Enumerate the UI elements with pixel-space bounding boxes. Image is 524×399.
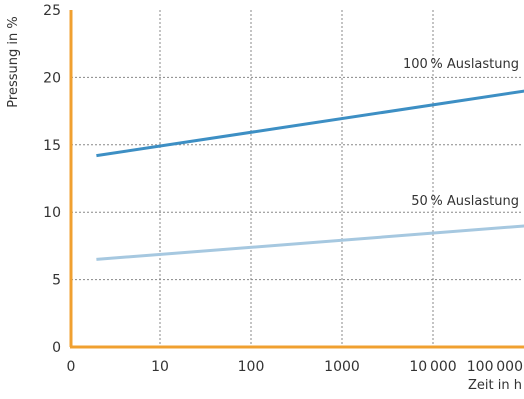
y-tick-label: 10 <box>43 205 61 221</box>
tick-labels: 0 5 10 15 20 25 0 10 100 1000 10 000 100 000 <box>43 3 523 375</box>
x-axis-label: Zeit in h <box>468 378 522 393</box>
y-tick-label: 15 <box>43 138 61 154</box>
series-label-50: 50 % Auslastung <box>411 194 519 209</box>
x-tick-label: 100 000 <box>467 359 523 375</box>
series-label-100: 100 % Auslastung <box>403 57 519 72</box>
y-tick-label: 25 <box>43 3 61 19</box>
series-lines <box>96 89 524 261</box>
grid-lines <box>71 10 523 347</box>
series-line-0 <box>96 89 524 158</box>
y-axis-label: Pressung in % <box>6 16 21 107</box>
x-tick-label: 100 <box>238 359 265 375</box>
y-tick-label: 0 <box>52 340 61 356</box>
x-tick-label: 10 <box>151 359 169 375</box>
y-tick-label: 5 <box>52 273 61 289</box>
axes <box>69 10 524 349</box>
x-tick-label: 1000 <box>324 359 360 375</box>
x-tick-label: 10 000 <box>409 359 456 375</box>
series-line-1 <box>96 224 524 261</box>
y-tick-label: 20 <box>43 70 61 86</box>
x-tick-label: 0 <box>67 359 76 375</box>
